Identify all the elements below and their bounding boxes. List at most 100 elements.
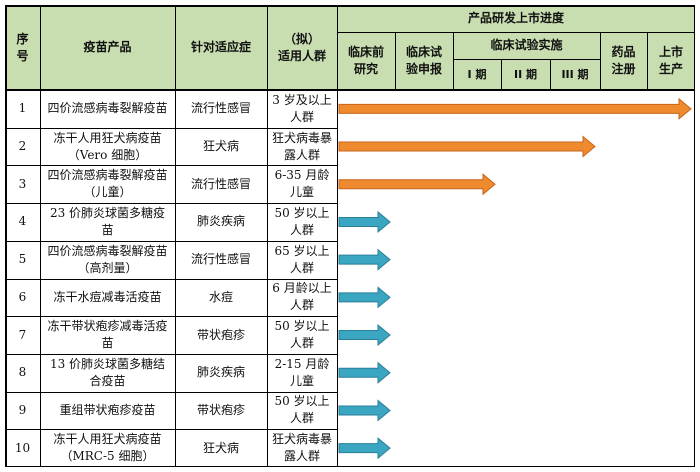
cell-product-text: 四价流感病毒裂解疫苗（高剂量） — [47, 243, 168, 275]
header-population: （拟） 适用人群 — [267, 5, 337, 90]
cell-product: 13 价肺炎球菌多糖结合疫苗 — [40, 354, 175, 392]
cell-seq: 2 — [5, 128, 40, 166]
header-phase2-label: II 期 — [513, 68, 537, 81]
header-population-top: （拟） — [283, 31, 320, 46]
cell-seq-text: 1 — [18, 101, 27, 116]
header-phase1-label: I 期 — [467, 68, 487, 81]
vaccine-pipeline-table: 序号 疫苗产品 针对适应症 （拟） 适用人群 产品研发上市进度 临床前研究 临床… — [5, 5, 695, 467]
cell-seq-text: 5 — [18, 252, 27, 267]
cell-product-text: 冻干带状疱疹减毒活疫苗 — [47, 319, 168, 351]
grid-vline — [550, 59, 551, 90]
cell-indication-text: 带状疱疹 — [196, 327, 245, 342]
cell-seq: 10 — [5, 429, 40, 467]
cell-seq: 7 — [5, 316, 40, 354]
cell-product: 四价流感病毒裂解疫苗（高剂量） — [40, 241, 175, 279]
grid-hline — [5, 316, 337, 318]
cell-seq-text: 9 — [18, 402, 27, 417]
header-registration-label: 药品注册 — [611, 45, 636, 76]
cell-product-text: 四价流感病毒裂解疫苗 — [47, 101, 168, 116]
cell-seq: 5 — [5, 241, 40, 279]
progress-arrow-row-3 — [338, 173, 496, 196]
cell-indication: 狂犬病 — [175, 128, 267, 166]
cell-indication-text: 肺炎疾病 — [196, 214, 245, 229]
cell-product: 冻干带状疱疹减毒活疫苗 — [40, 316, 175, 354]
grid-vline — [693, 5, 695, 467]
cell-indication: 肺炎疾病 — [175, 354, 267, 392]
cell-indication-text: 水痘 — [208, 289, 233, 304]
header-indication: 针对适应症 — [175, 5, 267, 90]
header-registration: 药品注册 — [600, 32, 647, 90]
cell-product: 冻干人用狂犬病疫苗（Vero 细胞） — [40, 128, 175, 166]
cell-seq: 4 — [5, 203, 40, 241]
progress-arrow-row-4 — [338, 210, 391, 234]
cell-product: 四价流感病毒裂解疫苗 — [40, 90, 175, 128]
cell-population: 狂犬病毒暴露人群 — [267, 429, 337, 467]
header-clinical-trials-label: 临床试验实施 — [490, 38, 563, 52]
cell-population: 3 岁及以上人群 — [267, 90, 337, 128]
grid-vline — [395, 32, 396, 90]
cell-population: 2-15 月龄儿童 — [267, 354, 337, 392]
progress-arrow-row-2 — [338, 135, 596, 158]
header-market: 上市生产 — [647, 32, 695, 90]
header-product: 疫苗产品 — [40, 5, 175, 90]
progress-arrow-row-7 — [338, 323, 391, 347]
progress-arrows — [338, 97, 692, 460]
cell-seq: 6 — [5, 279, 40, 317]
cell-indication: 流行性感冒 — [175, 165, 267, 203]
cell-seq-text: 8 — [18, 365, 27, 380]
grid-vline — [267, 5, 268, 467]
cell-product-text: 冻干人用狂犬病疫苗（MRC-5 细胞） — [53, 432, 162, 464]
cell-indication-text: 狂犬病 — [202, 139, 239, 154]
cell-product-text: 冻干人用狂犬病疫苗（Vero 细胞） — [53, 130, 162, 162]
cell-seq-text: 10 — [14, 440, 31, 455]
cell-population: 6 月龄以上人群 — [267, 279, 337, 317]
cell-population: 50 岁以上人群 — [267, 392, 337, 430]
cell-seq: 3 — [5, 165, 40, 203]
cell-seq: 9 — [5, 392, 40, 430]
cell-seq-text: 7 — [18, 327, 27, 342]
grid-hline — [5, 391, 337, 393]
cell-population: 65 岁以上人群 — [267, 241, 337, 279]
header-clinical-trials: 临床试验实施 — [453, 32, 600, 59]
cell-population-text: 6-35 月龄儿童 — [274, 168, 330, 200]
cell-indication-text: 流行性感冒 — [190, 176, 251, 191]
header-phase2: II 期 — [501, 59, 550, 90]
cell-population-text: 50 岁以上人群 — [274, 319, 330, 351]
cell-seq-text: 4 — [18, 214, 27, 229]
grid-hline — [5, 465, 695, 467]
cell-indication-text: 带状疱疹 — [196, 402, 245, 417]
cell-population: 狂犬病毒暴露人群 — [267, 128, 337, 166]
grid-hline — [5, 5, 695, 7]
cell-product-text: 13 价肺炎球菌多糖结合疫苗 — [49, 356, 166, 388]
cell-product: 重组带状疱疹疫苗 — [40, 392, 175, 430]
cell-seq-text: 3 — [18, 176, 27, 191]
cell-indication-text: 流行性感冒 — [190, 101, 251, 116]
header-product-label: 疫苗产品 — [83, 40, 132, 54]
grid-hline — [5, 127, 337, 129]
cell-product-text: 重组带状疱疹疫苗 — [59, 402, 156, 417]
grid-vline — [501, 59, 502, 90]
header-clinical-application-label: 临床试验申报 — [405, 45, 442, 76]
cell-product-text: 四价流感病毒裂解疫苗（儿童） — [47, 168, 168, 200]
header-phase1: I 期 — [453, 59, 501, 90]
grid-hline — [5, 89, 695, 91]
progress-arrow-row-1 — [338, 97, 692, 120]
header-preclinical-label: 临床前研究 — [347, 45, 384, 76]
cell-indication-text: 狂犬病 — [202, 440, 239, 455]
grid-vline — [175, 5, 176, 467]
header-seq-label: 序号 — [16, 31, 29, 63]
grid-vline — [40, 5, 41, 467]
grid-hline — [5, 240, 337, 242]
cell-seq-text: 2 — [18, 139, 27, 154]
header-market-label: 上市生产 — [658, 45, 683, 76]
grid-vline — [5, 5, 7, 467]
header-population-bottom: 适用人群 — [277, 48, 326, 63]
cell-population: 6-35 月龄儿童 — [267, 165, 337, 203]
cell-seq: 8 — [5, 354, 40, 392]
cell-product: 冻干人用狂犬病疫苗（MRC-5 细胞） — [40, 429, 175, 467]
cell-indication: 流行性感冒 — [175, 241, 267, 279]
header-phase3: III 期 — [550, 59, 600, 90]
cell-product: 四价流感病毒裂解疫苗（儿童） — [40, 165, 175, 203]
cell-indication: 狂犬病 — [175, 429, 267, 467]
cell-indication-text: 肺炎疾病 — [196, 365, 245, 380]
